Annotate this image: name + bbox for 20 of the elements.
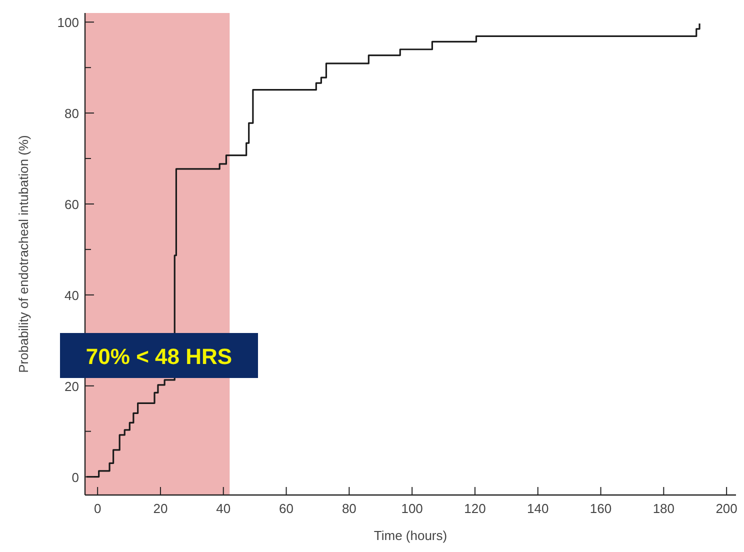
x-tick-label: 80 [342, 501, 356, 516]
y-tick-label: 0 [72, 470, 79, 485]
x-tick-label: 120 [464, 501, 486, 516]
x-tick-label: 0 [94, 501, 102, 516]
x-tick-label: 60 [279, 501, 294, 516]
x-tick-label: 40 [216, 501, 231, 516]
x-axis-title: Time (hours) [374, 528, 448, 543]
y-tick-label: 60 [64, 196, 79, 212]
y-axis-title: Probability of endotracheal intubation (%) [16, 135, 31, 373]
y-tick-label: 80 [64, 106, 79, 122]
x-tick-label: 20 [153, 501, 168, 516]
annotation: 70% < 48 HRS [86, 344, 232, 369]
x-tick-label: 100 [401, 501, 423, 516]
y-tick-label: 100 [57, 15, 79, 30]
x-tick-label: 160 [590, 501, 612, 516]
y-tick-label: 40 [64, 288, 79, 303]
x-tick-label: 140 [527, 501, 549, 516]
x-tick-label: 200 [716, 501, 738, 516]
x-tick-label: 180 [652, 501, 675, 516]
y-tick-label: 20 [64, 378, 79, 394]
